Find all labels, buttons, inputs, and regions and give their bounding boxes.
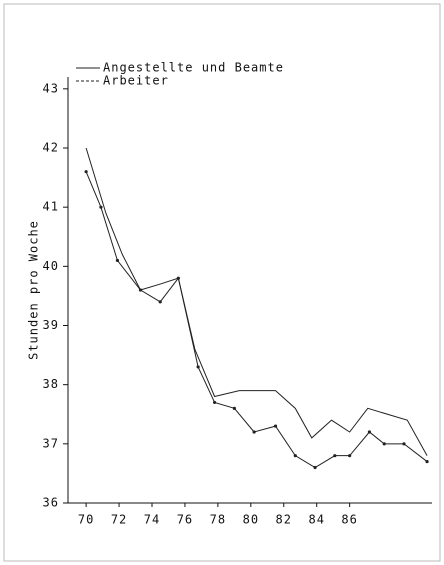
point: [367, 430, 372, 434]
x-tick-label: 70: [78, 513, 94, 527]
point: [402, 442, 406, 446]
point: [293, 454, 297, 458]
point: [252, 430, 256, 434]
point: [333, 454, 337, 458]
x-tick-label: 74: [144, 513, 160, 527]
legend-label: Angestellte und Beamte: [103, 61, 284, 75]
point: [382, 442, 386, 446]
point: [232, 406, 236, 410]
point: [99, 205, 103, 209]
y-tick-label: 39: [43, 318, 59, 332]
point: [273, 424, 278, 428]
series-line: [85, 147, 428, 456]
y-axis-label: Stunden pro Woche: [27, 220, 41, 360]
x-tick-label: 84: [308, 513, 324, 527]
x-tick-label: 80: [243, 513, 259, 527]
x-tick-label: 86: [341, 513, 357, 527]
y-tick-label: 37: [43, 436, 59, 450]
y-tick-label: 41: [43, 200, 59, 214]
y-tick-label: 42: [43, 141, 59, 155]
point: [212, 400, 217, 405]
point: [84, 170, 88, 174]
x-tick-label: 78: [210, 513, 226, 527]
y-tick-label: 43: [43, 81, 59, 95]
point: [425, 459, 429, 464]
point: [176, 276, 180, 280]
x-tick-label: 76: [177, 513, 193, 527]
y-tick-label: 38: [43, 377, 59, 391]
point: [115, 258, 120, 263]
y-tick-label: 40: [43, 259, 59, 273]
point: [138, 288, 143, 292]
x-tick-label: 82: [276, 513, 292, 527]
point: [348, 454, 352, 458]
point: [313, 465, 317, 470]
y-tick-label: 36: [43, 496, 59, 510]
x-tick-label: 72: [111, 513, 127, 527]
point: [158, 300, 162, 304]
legend-label: Arbeiter: [103, 74, 169, 88]
point: [196, 365, 200, 369]
series-line: [85, 171, 428, 469]
frame: [3, 3, 441, 562]
